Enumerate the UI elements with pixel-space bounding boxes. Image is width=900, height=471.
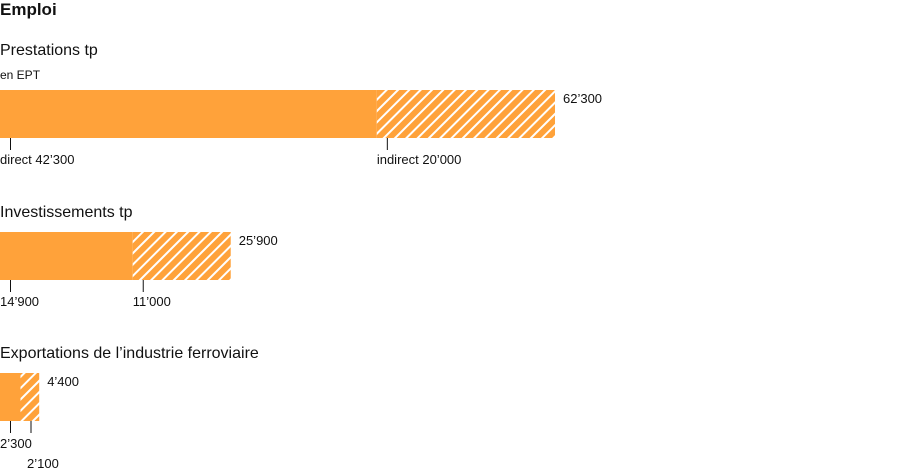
chart-title-investissements: Investissements tp <box>0 204 133 221</box>
label-indirect: indirect 20’000 <box>377 152 462 167</box>
total-label: 62’300 <box>563 91 602 106</box>
chart-title-exportations: Exportations de l’industrie ferroviaire <box>0 345 259 362</box>
chart-title-prestations: Prestations tp <box>0 42 98 59</box>
label-indirect: 11’000 <box>133 294 171 309</box>
total-label: 25’900 <box>239 233 278 248</box>
bar-direct <box>0 373 21 421</box>
label-direct: 2’300 <box>0 436 32 451</box>
bar-indirect <box>132 232 231 280</box>
unit-label: en EPT <box>0 68 41 82</box>
bar-direct <box>0 232 133 280</box>
bar-indirect <box>20 373 40 421</box>
bar-direct <box>0 90 377 138</box>
label-indirect: 2’100 <box>27 456 59 471</box>
label-direct: 14’900 <box>0 294 39 309</box>
total-label: 4’400 <box>47 374 79 389</box>
bar-indirect <box>376 90 555 138</box>
label-direct: direct 42’300 <box>0 152 74 167</box>
page-title: Emploi <box>0 0 57 19</box>
